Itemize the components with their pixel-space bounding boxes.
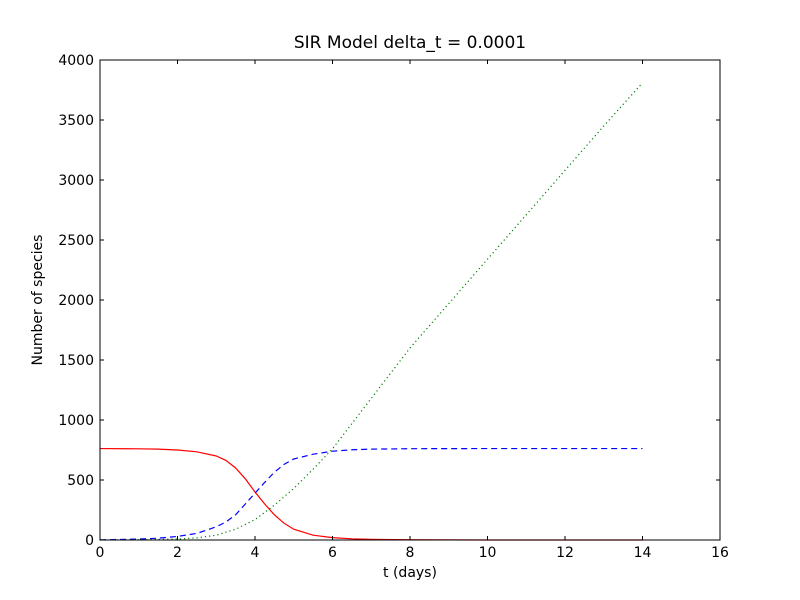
x-axis-label: t (days) [383, 565, 437, 581]
y-tick-label: 3500 [58, 113, 94, 129]
x-tick-label: 4 [251, 545, 260, 561]
x-tick-label: 8 [406, 545, 415, 561]
y-axis-label: Number of species [30, 235, 46, 366]
tick-layer: 0 2 4 6 8 10 12 14 16 0 500 1000 1500 2000 2500 3000 350… [58, 53, 729, 561]
x-tick-label: 12 [556, 545, 574, 561]
plot-frame [99, 59, 721, 541]
y-tick-label: 3000 [58, 173, 94, 189]
chart-title: SIR Model delta_t = 0.0001 [294, 33, 526, 53]
y-tick-label: 2500 [58, 233, 94, 249]
y-tick-label: 2000 [58, 293, 94, 309]
y-tick-label: 500 [67, 473, 94, 489]
x-tick-label: 0 [96, 545, 105, 561]
series-line-2 [99, 447, 643, 541]
y-tick-label: 0 [85, 533, 94, 549]
x-tick-label: 14 [634, 545, 652, 561]
y-tick-label: 4000 [58, 53, 94, 69]
y-tick-label: 1500 [58, 353, 94, 369]
series-line-3 [99, 82, 643, 541]
x-tick-label: 2 [173, 545, 182, 561]
y-tick-label: 1000 [58, 413, 94, 429]
x-tick-label: 6 [328, 545, 337, 561]
x-tick-label: 10 [479, 545, 497, 561]
x-tick-label: 16 [711, 545, 729, 561]
